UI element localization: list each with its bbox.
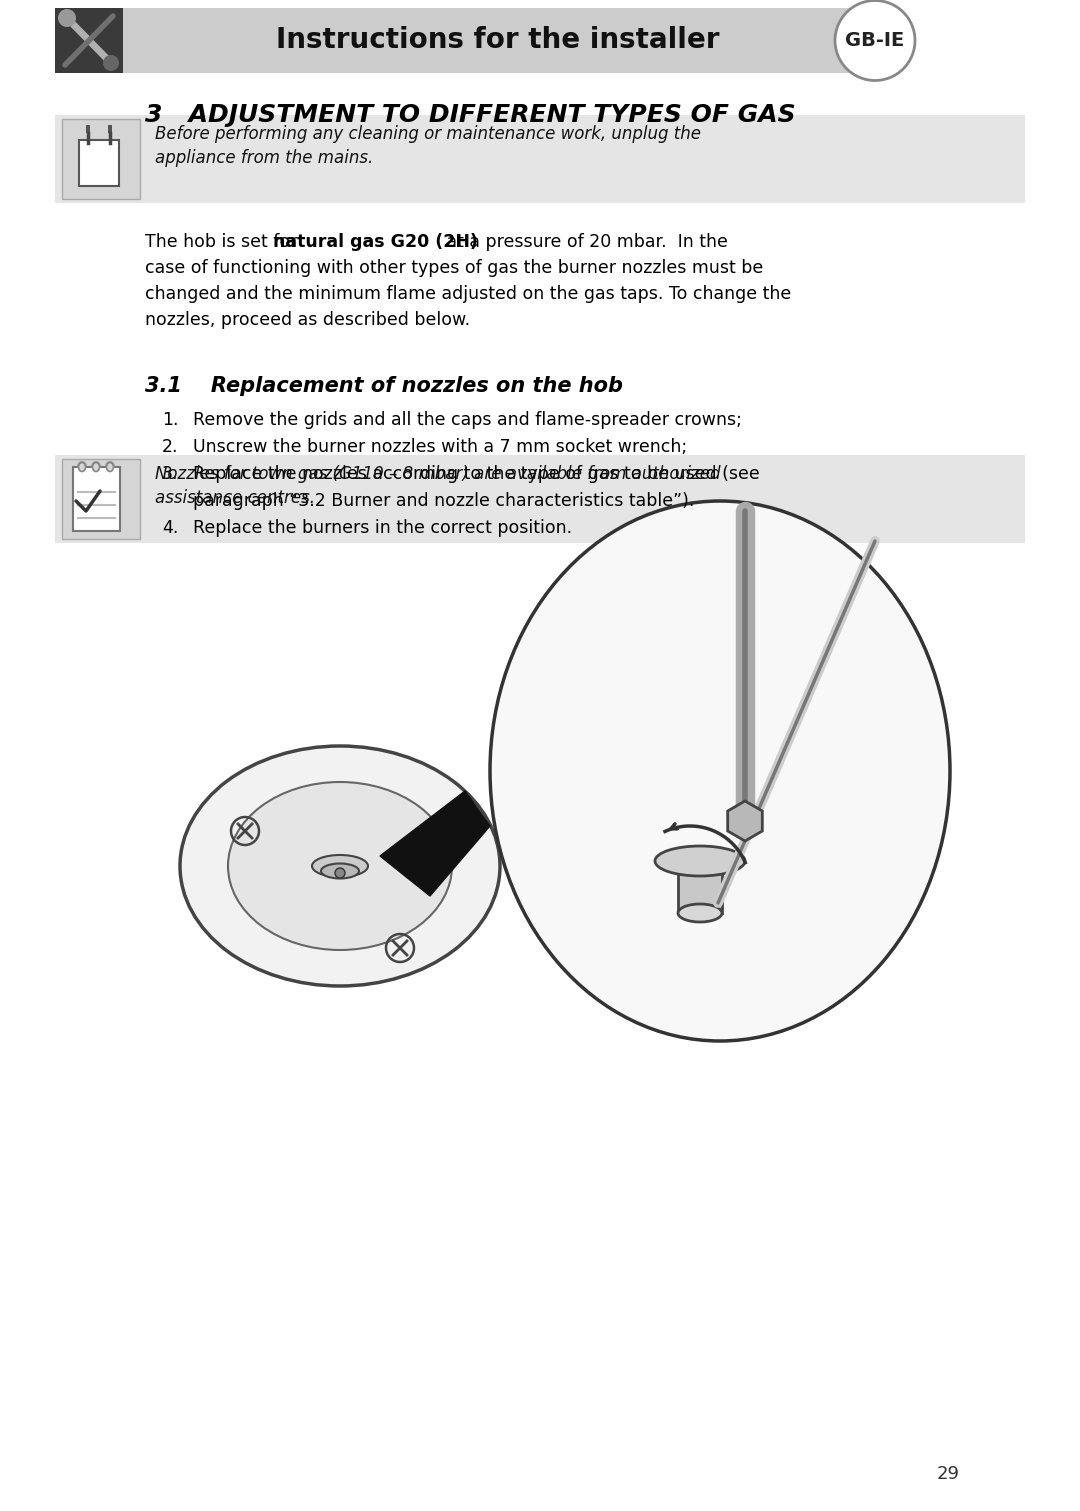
Ellipse shape	[228, 783, 453, 950]
Text: appliance from the mains.: appliance from the mains.	[156, 150, 374, 168]
FancyBboxPatch shape	[678, 858, 723, 913]
FancyBboxPatch shape	[62, 459, 140, 539]
Text: 29: 29	[937, 1466, 960, 1482]
Text: GB-IE: GB-IE	[846, 32, 905, 50]
Circle shape	[335, 867, 345, 878]
FancyBboxPatch shape	[62, 119, 140, 199]
Text: Replace the burners in the correct position.: Replace the burners in the correct posit…	[193, 518, 572, 536]
FancyBboxPatch shape	[86, 125, 90, 133]
Ellipse shape	[79, 462, 85, 471]
Polygon shape	[380, 790, 490, 896]
Text: Replace the nozzles according to the type of gas to be used (see: Replace the nozzles according to the typ…	[193, 465, 759, 484]
FancyBboxPatch shape	[79, 141, 119, 186]
Text: 2.: 2.	[162, 438, 178, 456]
Text: Before performing any cleaning or maintenance work, unplug the: Before performing any cleaning or mainte…	[156, 125, 701, 144]
Circle shape	[835, 0, 915, 80]
Ellipse shape	[93, 462, 99, 471]
Ellipse shape	[107, 462, 113, 471]
Text: The hob is set for: The hob is set for	[145, 233, 302, 251]
Text: 1.: 1.	[162, 411, 178, 429]
Ellipse shape	[321, 863, 359, 878]
Ellipse shape	[490, 502, 950, 1041]
FancyBboxPatch shape	[108, 125, 112, 133]
Text: at a pressure of 20 mbar.  In the: at a pressure of 20 mbar. In the	[441, 233, 728, 251]
FancyBboxPatch shape	[55, 455, 1025, 542]
Text: paragraph “3.2 Burner and nozzle characteristics table”).: paragraph “3.2 Burner and nozzle charact…	[193, 493, 694, 511]
FancyBboxPatch shape	[55, 115, 1025, 202]
Polygon shape	[728, 801, 762, 842]
Text: 3   ADJUSTMENT TO DIFFERENT TYPES OF GAS: 3 ADJUSTMENT TO DIFFERENT TYPES OF GAS	[145, 103, 796, 127]
Polygon shape	[73, 467, 120, 530]
Text: Nozzles for town gas (G110 – 8 mbar) are available from authorized: Nozzles for town gas (G110 – 8 mbar) are…	[156, 465, 720, 484]
Text: nozzles, proceed as described below.: nozzles, proceed as described below.	[145, 311, 470, 329]
Text: 4.: 4.	[162, 518, 178, 536]
Ellipse shape	[654, 846, 745, 876]
Text: changed and the minimum flame adjusted on the gas taps. To change the: changed and the minimum flame adjusted o…	[145, 286, 792, 304]
Text: natural gas G20 (2H): natural gas G20 (2H)	[273, 233, 477, 251]
FancyBboxPatch shape	[55, 8, 123, 73]
Text: 3.: 3.	[162, 465, 178, 484]
Ellipse shape	[312, 855, 368, 876]
Text: 3.1    Replacement of nozzles on the hob: 3.1 Replacement of nozzles on the hob	[145, 376, 623, 396]
Ellipse shape	[678, 904, 723, 922]
Text: Unscrew the burner nozzles with a 7 mm socket wrench;: Unscrew the burner nozzles with a 7 mm s…	[193, 438, 687, 456]
Ellipse shape	[180, 746, 500, 987]
Text: Remove the grids and all the caps and flame-spreader crowns;: Remove the grids and all the caps and fl…	[193, 411, 742, 429]
Circle shape	[58, 9, 76, 27]
Text: case of functioning with other types of gas the burner nozzles must be: case of functioning with other types of …	[145, 258, 764, 277]
FancyBboxPatch shape	[123, 8, 873, 73]
Text: Instructions for the installer: Instructions for the installer	[276, 27, 719, 54]
Circle shape	[103, 54, 119, 71]
Text: assistance centres.: assistance centres.	[156, 490, 315, 508]
